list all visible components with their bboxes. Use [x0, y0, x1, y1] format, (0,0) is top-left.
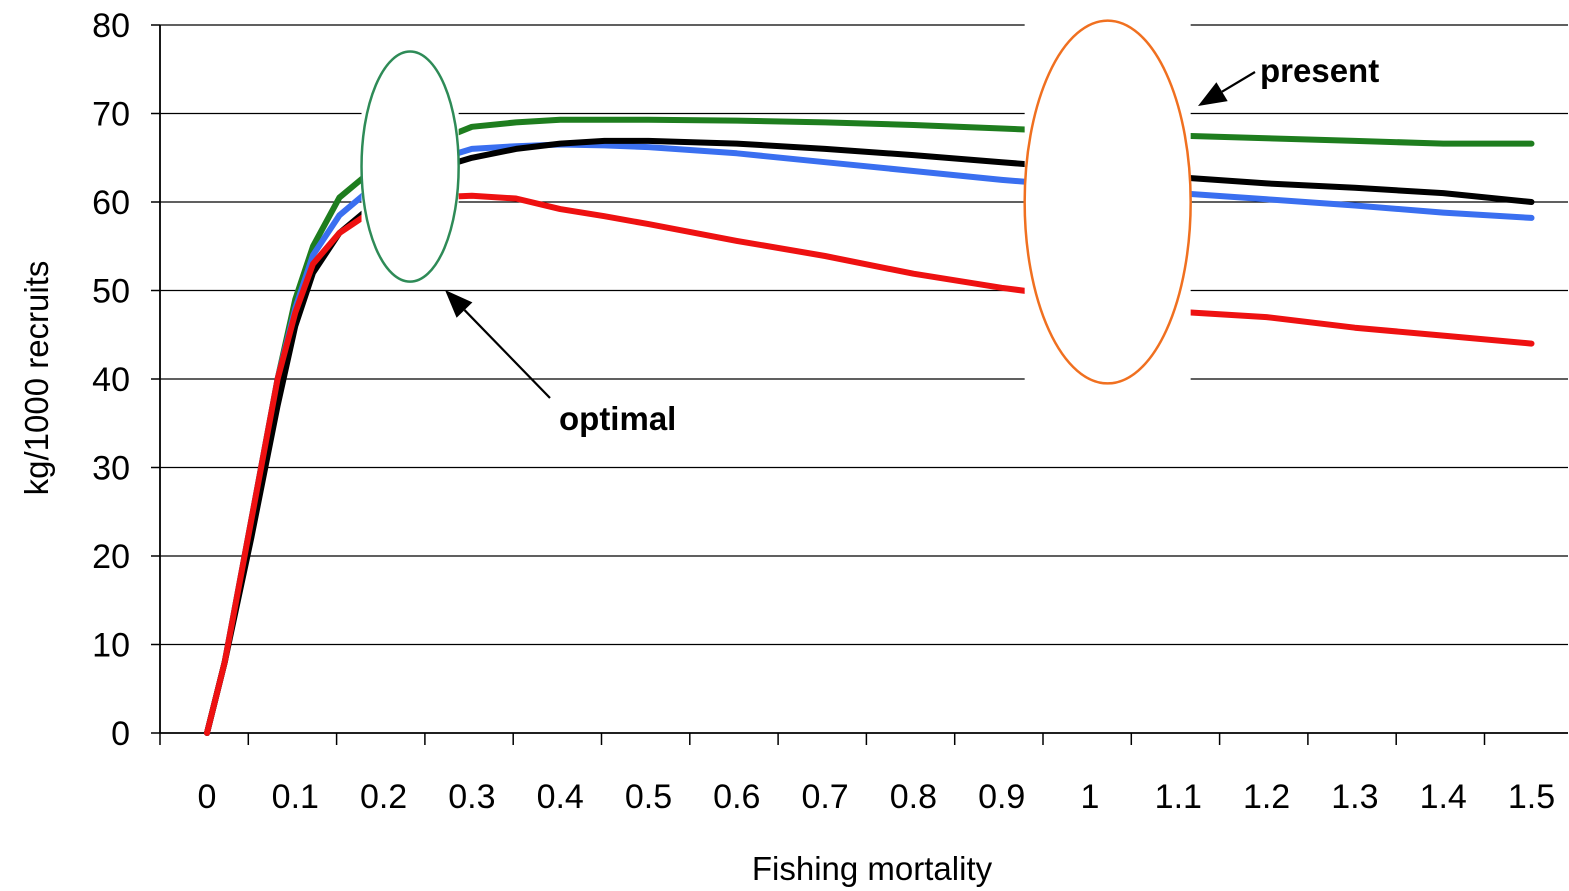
x-tick-label: 0 [198, 778, 217, 816]
present-arrow-line [1221, 71, 1256, 93]
annotation-optimal: optimal [559, 400, 676, 437]
x-tick-label: 0.2 [360, 778, 407, 816]
x-tick-label: 1 [1081, 778, 1100, 816]
present-arrow-head [1198, 82, 1228, 106]
y-tick-label: 50 [92, 273, 130, 311]
y-tick-label: 60 [92, 184, 130, 222]
tick-labels: 0 10 20 30 40 50 60 70 80 0 0.1 0.2 0.3 0.4 0.5 0.6 0.7 0… [92, 7, 1555, 816]
x-tick-label: 0.5 [625, 778, 672, 816]
x-tick-label: 1.2 [1243, 778, 1290, 816]
x-tick-label: 0.7 [801, 778, 848, 816]
highlight-ellipse-1 [360, 50, 460, 283]
y-tick-label: 10 [92, 627, 130, 665]
y-tick-label: 70 [92, 96, 130, 134]
optimal-arrow-line [463, 309, 551, 399]
x-tick-label: 0.9 [978, 778, 1025, 816]
x-axis-title: Fishing mortality [752, 850, 993, 887]
x-tick-label: 0.4 [537, 778, 584, 816]
x-tick-label: 1.5 [1508, 778, 1555, 816]
axes [151, 24, 1568, 745]
x-tick-label: 0.1 [272, 778, 319, 816]
annotations: optimal present [445, 52, 1379, 437]
x-tick-label: 0.6 [713, 778, 760, 816]
highlight-ellipses [360, 19, 1192, 385]
highlight-ellipse-2 [1023, 19, 1192, 385]
y-tick-label: 0 [111, 715, 130, 753]
y-tick-label: 40 [92, 361, 130, 399]
y-axis-title: kg/1000 recruits [18, 261, 55, 496]
y-tick-label: 30 [92, 450, 130, 488]
x-tick-label: 0.3 [448, 778, 495, 816]
optimal-arrow-head [445, 290, 473, 318]
x-tick-label: 1.3 [1331, 778, 1378, 816]
annotation-present: present [1260, 52, 1379, 89]
x-tick-label: 0.8 [890, 778, 937, 816]
y-tick-label: 80 [92, 7, 130, 45]
x-tick-label: 1.1 [1155, 778, 1202, 816]
x-tick-label: 1.4 [1420, 778, 1467, 816]
y-tick-label: 20 [92, 538, 130, 576]
